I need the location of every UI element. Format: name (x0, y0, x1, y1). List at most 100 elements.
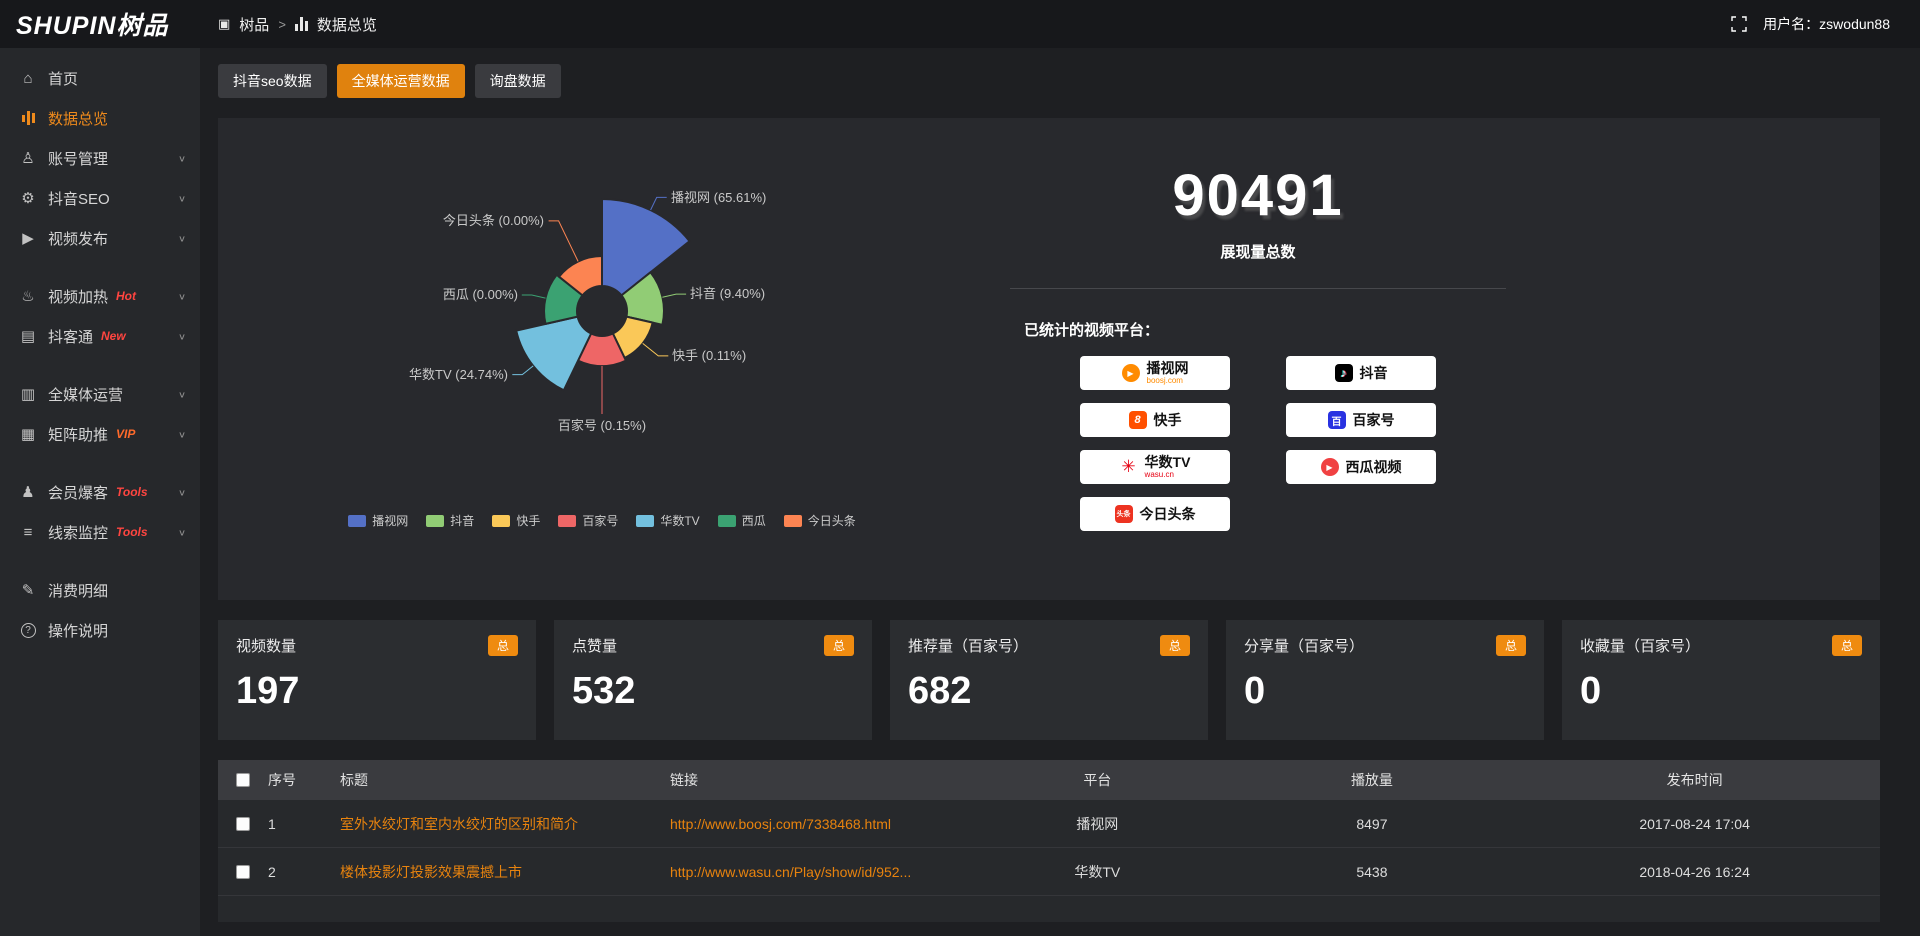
platform-name: 今日头条 (1139, 506, 1196, 522)
stat-value: 682 (908, 670, 972, 712)
pie-slice-douyin[interactable] (620, 271, 665, 326)
bar-chart-icon (294, 17, 308, 31)
chart-legend: 播视网 抖音 快手 百家号 华数TV 西瓜 今日头条 (348, 512, 856, 529)
legend-label: 西瓜 (741, 514, 766, 528)
row-checkbox[interactable] (236, 816, 250, 831)
legend-item-kuaishou[interactable]: 快手 (492, 512, 540, 529)
platform-name: 快手 (1153, 412, 1182, 428)
monitor-filter-icon: ≡ (23, 523, 33, 541)
sidebar-item-lead-monitor[interactable]: ≡ 线索监控 Tools ∨ (0, 512, 200, 552)
pie-label-toutiao: 今日头条 (0.00%) (443, 213, 544, 228)
cell-title-link[interactable]: 楼体投影灯投影效果震撼上市 (340, 863, 522, 880)
pie-slice-xigua[interactable] (543, 273, 584, 325)
sidebar-item-label: 首页 (48, 70, 79, 88)
sidebar-item-member-burst[interactable]: ♟ 会员爆客 Tools ∨ (0, 472, 200, 512)
media-screen-icon: ▥ (20, 386, 36, 403)
sidebar-item-label: 账号管理 (48, 150, 109, 168)
user-icon: ♙ (21, 150, 35, 167)
sidebar-item-label: 线索监控 (48, 524, 109, 542)
shupin-icon: ▣ (218, 16, 231, 31)
legend-label: 华数TV (660, 514, 700, 528)
sidebar-item-label: 视频发布 (48, 230, 109, 248)
new-tag: New (101, 329, 126, 343)
sidebar-item-all-media[interactable]: ▥ 全媒体运营 ∨ (0, 374, 200, 414)
sidebar-item-account-mgmt[interactable]: ♙ 账号管理 ∨ (0, 138, 200, 178)
sidebar-item-home[interactable]: ⌂ 首页 (0, 58, 200, 98)
divider (1010, 288, 1506, 289)
breadcrumb-current[interactable]: 数据总览 (316, 16, 377, 34)
xigua-logo-icon: ▶ (1320, 458, 1339, 476)
cell-time: 2018-04-26 16:24 (1639, 863, 1750, 880)
cell-platform: 播视网 (1076, 815, 1119, 832)
stat-label: 收藏量（百家号） (1580, 638, 1701, 655)
legend-item-boshiwang[interactable]: 播视网 (348, 512, 408, 529)
gear-icon: ⚙ (21, 190, 35, 207)
username-label[interactable]: 用户名：zswodun88 (1763, 16, 1890, 32)
cell-title-link[interactable]: 室外水绞灯和室内水绞灯的区别和简介 (340, 815, 578, 832)
legend-item-douyin[interactable]: 抖音 (426, 512, 474, 529)
stat-label: 推荐量（百家号） (908, 638, 1029, 655)
pie-slice-toutiao[interactable] (558, 255, 603, 297)
legend-label: 今日头条 (807, 514, 856, 528)
col-header-link: 链接 (670, 772, 698, 788)
sidebar-item-douketong[interactable]: ▤ 抖客通 New ∨ (0, 316, 200, 356)
legend-item-xigua[interactable]: 西瓜 (717, 512, 766, 529)
sidebar-item-video-heat[interactable]: ♨ 视频加热 Hot ∨ (0, 276, 200, 316)
sidebar-item-label: 全媒体运营 (48, 386, 124, 404)
cell-url-link[interactable]: http://www.wasu.cn/Play/show/id/952... (670, 863, 912, 880)
legend-item-baijiahao[interactable]: 百家号 (558, 512, 618, 529)
stat-label: 视频数量 (236, 638, 297, 655)
sidebar-item-expense-detail[interactable]: ✎ 消费明细 (0, 570, 200, 610)
sidebar-item-label: 抖音SEO (48, 190, 110, 208)
pie-label-kuaishou: 快手 (0.11%) (672, 348, 746, 363)
tab-douyin-seo-data[interactable]: 抖音seo数据 (218, 64, 327, 98)
legend-item-washutv[interactable]: 华数TV (636, 512, 700, 529)
pie-label-douyin: 抖音 (9.40%) (690, 286, 765, 301)
sidebar-item-help[interactable]: ? 操作说明 (0, 610, 200, 650)
tab-all-media-data[interactable]: 全媒体运营数据 (336, 64, 465, 98)
sidebar-item-label: 矩阵助推 (48, 426, 109, 444)
total-impressions-value: 90491 (1172, 163, 1344, 228)
sidebar-item-label: 数据总览 (48, 110, 109, 128)
platform-badge-boshiwang: ▶ 播视网 boosj.com (1080, 356, 1230, 390)
chevron-down-icon: ∨ (177, 429, 186, 440)
stat-card-recommends: 推荐量（百家号） 总 682 (890, 620, 1208, 740)
legend-label: 抖音 (450, 514, 475, 528)
table-row: 2 楼体投影灯投影效果震撼上市 http://www.wasu.cn/Play/… (218, 848, 1880, 896)
stat-value: 0 (1580, 670, 1602, 712)
platform-sub: boosj.com (1146, 376, 1183, 385)
legend-swatch (558, 514, 577, 527)
toutiao-logo-icon: 头条 (1114, 505, 1133, 523)
legend-swatch (783, 514, 802, 527)
legend-label: 快手 (516, 514, 541, 528)
pie-chart-area: 播视网 (65.61%) 抖音 (9.40%) 快手 (0.11%) 百家号 (… (242, 126, 962, 592)
wasu-logo-icon: ✳ (1121, 457, 1136, 476)
pie-slice-washutv[interactable] (515, 315, 593, 392)
stat-value: 0 (1244, 670, 1266, 712)
chevron-down-icon: ∨ (177, 153, 186, 164)
breadcrumb-root[interactable]: 树品 (239, 16, 270, 34)
pie-slice-baijiahao[interactable] (577, 332, 627, 367)
tools-tag: Tools (116, 525, 148, 539)
leader-line (662, 293, 687, 298)
table-row: 1 室外水绞灯和室内水绞灯的区别和简介 http://www.boosj.com… (218, 800, 1880, 848)
cell-url-link[interactable]: http://www.boosj.com/7338468.html (670, 815, 892, 832)
select-all-checkbox[interactable] (236, 773, 250, 787)
tab-inquiry-data[interactable]: 询盘数据 (474, 64, 561, 98)
pie-slice-boshiwang[interactable] (601, 198, 691, 297)
total-badge: 总 (1159, 635, 1190, 656)
main-content: 抖音seo数据 全媒体运营数据 询盘数据 播视网 (65.61%) 抖音 (9.… (200, 48, 1920, 936)
row-checkbox[interactable] (236, 864, 250, 879)
sidebar-item-matrix-boost[interactable]: ▦ 矩阵助推 VIP ∨ (0, 414, 200, 454)
sidebar-item-douyin-seo[interactable]: ⚙ 抖音SEO ∨ (0, 178, 200, 218)
leader-line (650, 196, 667, 211)
chevron-down-icon: ∨ (177, 527, 186, 538)
fullscreen-icon[interactable] (1731, 16, 1747, 32)
leader-line (548, 220, 579, 262)
legend-item-toutiao[interactable]: 今日头条 (783, 512, 856, 529)
hot-tag: Hot (116, 289, 137, 303)
sidebar-item-data-overview[interactable]: 数据总览 (0, 98, 200, 138)
stat-cards: 视频数量 总 197 点赞量 总 532 推荐量（百家号） 总 682 分享量（百家号… (218, 620, 1880, 740)
sidebar-item-video-publish[interactable]: ▶ 视频发布 ∨ (0, 218, 200, 258)
total-badge: 总 (1495, 635, 1526, 656)
